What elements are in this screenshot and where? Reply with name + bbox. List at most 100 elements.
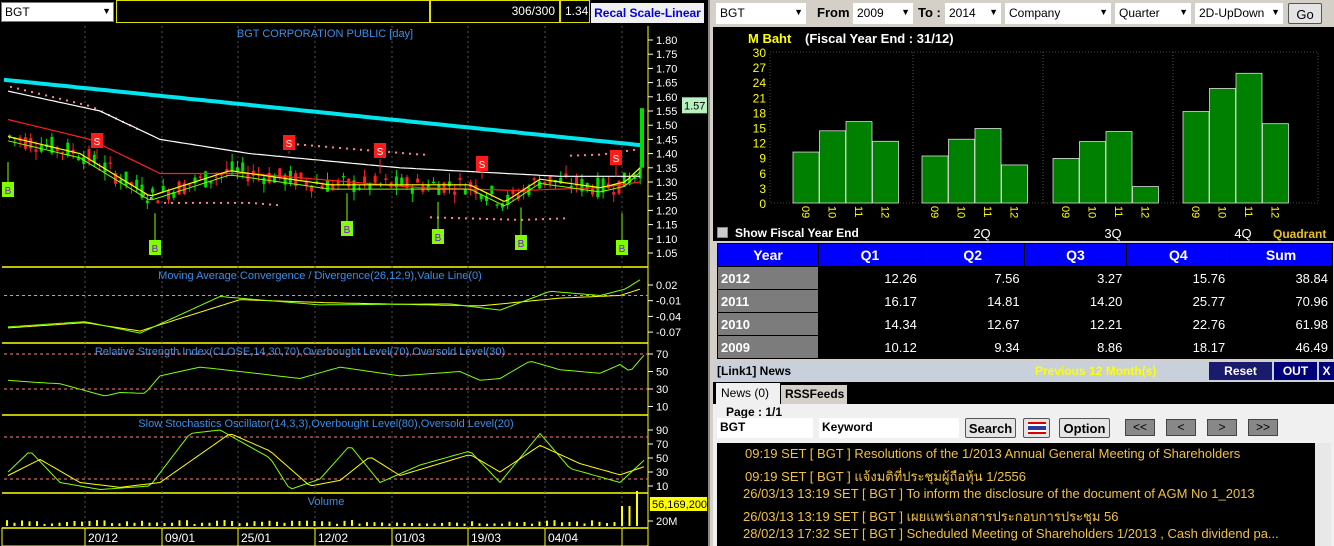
price-chart[interactable]: 20/12 09/01 25/01 12/02 01/03 19/03 04/04 BGT C… (0, 0, 708, 546)
option-button[interactable]: Option (1059, 418, 1110, 438)
sar-dot (486, 217, 488, 220)
y-tick-label: 27 (753, 61, 767, 75)
fin-symbol-select[interactable]: BGT ▼ (716, 3, 806, 24)
out-button[interactable]: OUT (1274, 362, 1317, 380)
volume-bar (418, 523, 421, 526)
candle-body (304, 181, 308, 187)
col-header-q2[interactable]: Q2 (920, 243, 1025, 267)
quadrant-label: Quadrant (1273, 227, 1327, 241)
page-indicator: Page : 1/1 (726, 405, 783, 419)
news-item[interactable]: 28/02/13 17:32 SET [ BGT ] Scheduled Mee… (743, 526, 1279, 541)
bar (845, 121, 873, 204)
value-cell: 12.21 (1023, 312, 1128, 336)
news-item[interactable]: 26/03/13 13:19 SET [ BGT ] เผยแพร่เอกสาร… (743, 509, 1119, 524)
rsi-tick-label: 10 (656, 402, 668, 414)
candle-body (575, 176, 579, 186)
from-year-select[interactable]: 2009 ▼ (853, 3, 913, 24)
volume-bar (411, 523, 413, 526)
candle-body (66, 142, 70, 156)
year-label: 10 (826, 206, 838, 218)
candle-body (538, 181, 541, 189)
next-page-button[interactable]: > (1207, 419, 1237, 436)
language-flag-button[interactable] (1023, 418, 1050, 438)
col-header-q3[interactable]: Q3 (1023, 243, 1128, 267)
sar-dot (360, 148, 362, 151)
first-page-button[interactable]: << (1125, 419, 1155, 436)
tab-news[interactable]: News (0) (716, 383, 780, 404)
volume-bar (141, 520, 143, 526)
last-page-button[interactable]: >> (1248, 419, 1278, 436)
news-symbol-input[interactable]: BGT (717, 418, 813, 438)
sar-dot (241, 201, 243, 204)
tab-rssfeeds[interactable]: RSSFeeds (781, 385, 847, 404)
date-label: 01/03 (395, 531, 425, 545)
col-header-q1[interactable]: Q1 (818, 243, 922, 267)
volume-tick-label: 20M (656, 516, 677, 528)
buy-signal-label: B (152, 244, 159, 255)
news-item[interactable]: 26/03/13 13:19 SET [ BGT ] To inform the… (743, 486, 1255, 501)
volume-bar (568, 521, 571, 526)
volume-bar (231, 520, 233, 526)
candle-body (209, 181, 213, 184)
col-header-year[interactable]: Year (716, 243, 820, 267)
candle-body (29, 138, 33, 149)
col-header-sum[interactable]: Sum (1229, 243, 1333, 267)
candle-body (511, 189, 515, 195)
volume-bar (508, 521, 511, 526)
y-tick-label: 24 (753, 76, 767, 90)
type-select[interactable]: Company ▼ (1005, 3, 1111, 24)
volume-bar (486, 523, 488, 526)
volume-bar (178, 520, 181, 526)
reset-button[interactable]: Reset (1209, 362, 1272, 380)
current-price-marker (682, 97, 707, 114)
news-item[interactable]: 09:19 SET [ BGT ] Resolutions of the 1/2… (745, 446, 1241, 461)
sar-dot (248, 201, 250, 204)
news-item[interactable]: 09:19 SET [ BGT ] แจ้งมติที่ประชุมผู้ถือ… (745, 469, 1027, 484)
volume-bar (291, 520, 293, 526)
volume-bar (373, 522, 376, 526)
close-button[interactable]: X (1319, 362, 1334, 380)
sar-dot (143, 193, 145, 196)
sar-dot (458, 217, 460, 220)
sar-dot (17, 87, 19, 90)
col-header-q4[interactable]: Q4 (1126, 243, 1231, 267)
stoch-tick-label: 50 (656, 453, 668, 465)
buy-signal (2, 182, 14, 197)
news-scrollbar[interactable] (1315, 443, 1331, 546)
buy-signal-label: B (344, 225, 351, 236)
price-tick-label: 1.50 (656, 120, 677, 132)
view-select[interactable]: 2D-UpDown ▼ (1195, 3, 1283, 24)
fin-symbol-value: BGT (720, 6, 745, 20)
volume-bar (21, 520, 23, 526)
ma-fast2-line (7, 140, 641, 207)
y-tick-label: 21 (753, 91, 767, 105)
sell-signal-label: S (94, 137, 101, 148)
to-year-select[interactable]: 2014 ▼ (945, 3, 1001, 24)
candle-body (235, 167, 239, 172)
candle-body (559, 177, 563, 184)
prev-page-button[interactable]: < (1166, 419, 1196, 436)
period-select[interactable]: Quarter ▼ (1115, 3, 1191, 24)
sar-dot (346, 147, 348, 150)
show-fiscal-checkbox[interactable] (717, 227, 728, 238)
bar (1052, 158, 1080, 204)
macd-tick-label: -0.01 (656, 296, 681, 308)
keyword-input[interactable]: Keyword (819, 418, 959, 438)
candle-body (612, 192, 616, 195)
sar-dot (430, 216, 432, 219)
symbol-select[interactable]: BGT ▼ (1, 2, 114, 22)
candle-body (55, 146, 59, 152)
stoch-k-line (7, 429, 645, 491)
year-label: 12 (1269, 206, 1281, 218)
type-value: Company (1009, 6, 1061, 20)
sar-dot (535, 218, 537, 221)
volume-bar (463, 523, 466, 526)
candle-body (267, 172, 271, 183)
search-button[interactable]: Search (965, 418, 1016, 438)
go-button[interactable]: Go (1288, 3, 1322, 24)
sar-dot (549, 217, 551, 220)
sell-signal-label: S (479, 160, 486, 171)
volume-bar (58, 522, 61, 526)
sar-dot (73, 101, 75, 104)
recal-scale-button[interactable]: Recal Scale-Linear (591, 3, 704, 23)
